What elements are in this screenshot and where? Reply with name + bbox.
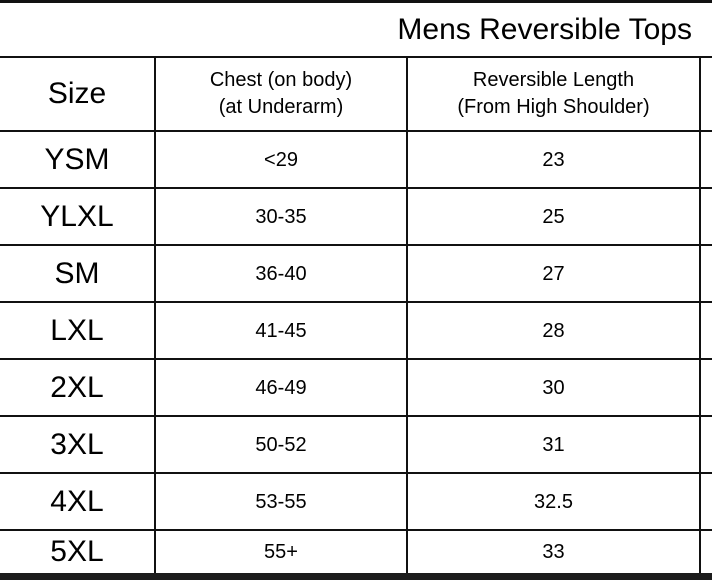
length-cell: 23 bbox=[406, 130, 701, 189]
column-header-chest-line1: Chest (on body) bbox=[209, 69, 353, 91]
chart-title-row: Mens Reversible Tops bbox=[0, 0, 712, 56]
length-cell: 31 bbox=[406, 415, 701, 474]
size-cell: LXL bbox=[0, 301, 156, 360]
cutoff-column-cell bbox=[699, 415, 712, 474]
size-cell: 3XL bbox=[0, 415, 156, 474]
chest-cell: 36-40 bbox=[154, 244, 408, 303]
length-cell: 32.5 bbox=[406, 472, 701, 531]
chest-cell: 50-52 bbox=[154, 415, 408, 474]
column-header-chest-line2: (at Underarm) bbox=[218, 96, 344, 118]
column-header-length: Reversible Length (From High Shoulder) bbox=[406, 56, 701, 132]
size-cell: 5XL bbox=[0, 529, 156, 580]
cutoff-column-cell bbox=[699, 358, 712, 417]
chart-title: Mens Reversible Tops bbox=[397, 12, 692, 46]
table-row: 2XL 46-49 30 bbox=[0, 358, 712, 417]
cutoff-column-cell bbox=[699, 301, 712, 360]
size-cell: YSM bbox=[0, 130, 156, 189]
column-header-size: Size bbox=[0, 56, 156, 132]
chest-cell: 41-45 bbox=[154, 301, 408, 360]
table-row: 4XL 53-55 32.5 bbox=[0, 472, 712, 531]
cutoff-column-cell bbox=[699, 130, 712, 189]
length-cell: 27 bbox=[406, 244, 701, 303]
length-cell: 30 bbox=[406, 358, 701, 417]
cutoff-column-cell bbox=[699, 187, 712, 246]
chest-cell: 30-35 bbox=[154, 187, 408, 246]
table-row: 3XL 50-52 31 bbox=[0, 415, 712, 474]
size-table: Size Chest (on body) (at Underarm) Rever… bbox=[0, 56, 712, 580]
chest-cell: 46-49 bbox=[154, 358, 408, 417]
cutoff-column-cell bbox=[699, 472, 712, 531]
chest-cell: 53-55 bbox=[154, 472, 408, 531]
length-cell: 33 bbox=[406, 529, 701, 580]
cutoff-column-cell bbox=[699, 529, 712, 580]
table-row: YSM <29 23 bbox=[0, 130, 712, 189]
chest-cell: 55+ bbox=[154, 529, 408, 580]
table-row: 5XL 55+ 33 bbox=[0, 529, 712, 580]
chest-cell: <29 bbox=[154, 130, 408, 189]
cutoff-column-cell bbox=[699, 244, 712, 303]
column-header-length-line2: (From High Shoulder) bbox=[457, 96, 650, 118]
size-cell: YLXL bbox=[0, 187, 156, 246]
table-header-row: Size Chest (on body) (at Underarm) Rever… bbox=[0, 56, 712, 132]
length-cell: 25 bbox=[406, 187, 701, 246]
table-row: SM 36-40 27 bbox=[0, 244, 712, 303]
table-row: YLXL 30-35 25 bbox=[0, 187, 712, 246]
length-cell: 28 bbox=[406, 301, 701, 360]
column-header-chest: Chest (on body) (at Underarm) bbox=[154, 56, 408, 132]
column-header-length-line1: Reversible Length bbox=[472, 69, 635, 91]
size-cell: 2XL bbox=[0, 358, 156, 417]
size-cell: SM bbox=[0, 244, 156, 303]
table-row: LXL 41-45 28 bbox=[0, 301, 712, 360]
cutoff-column-cell bbox=[699, 56, 712, 132]
size-cell: 4XL bbox=[0, 472, 156, 531]
